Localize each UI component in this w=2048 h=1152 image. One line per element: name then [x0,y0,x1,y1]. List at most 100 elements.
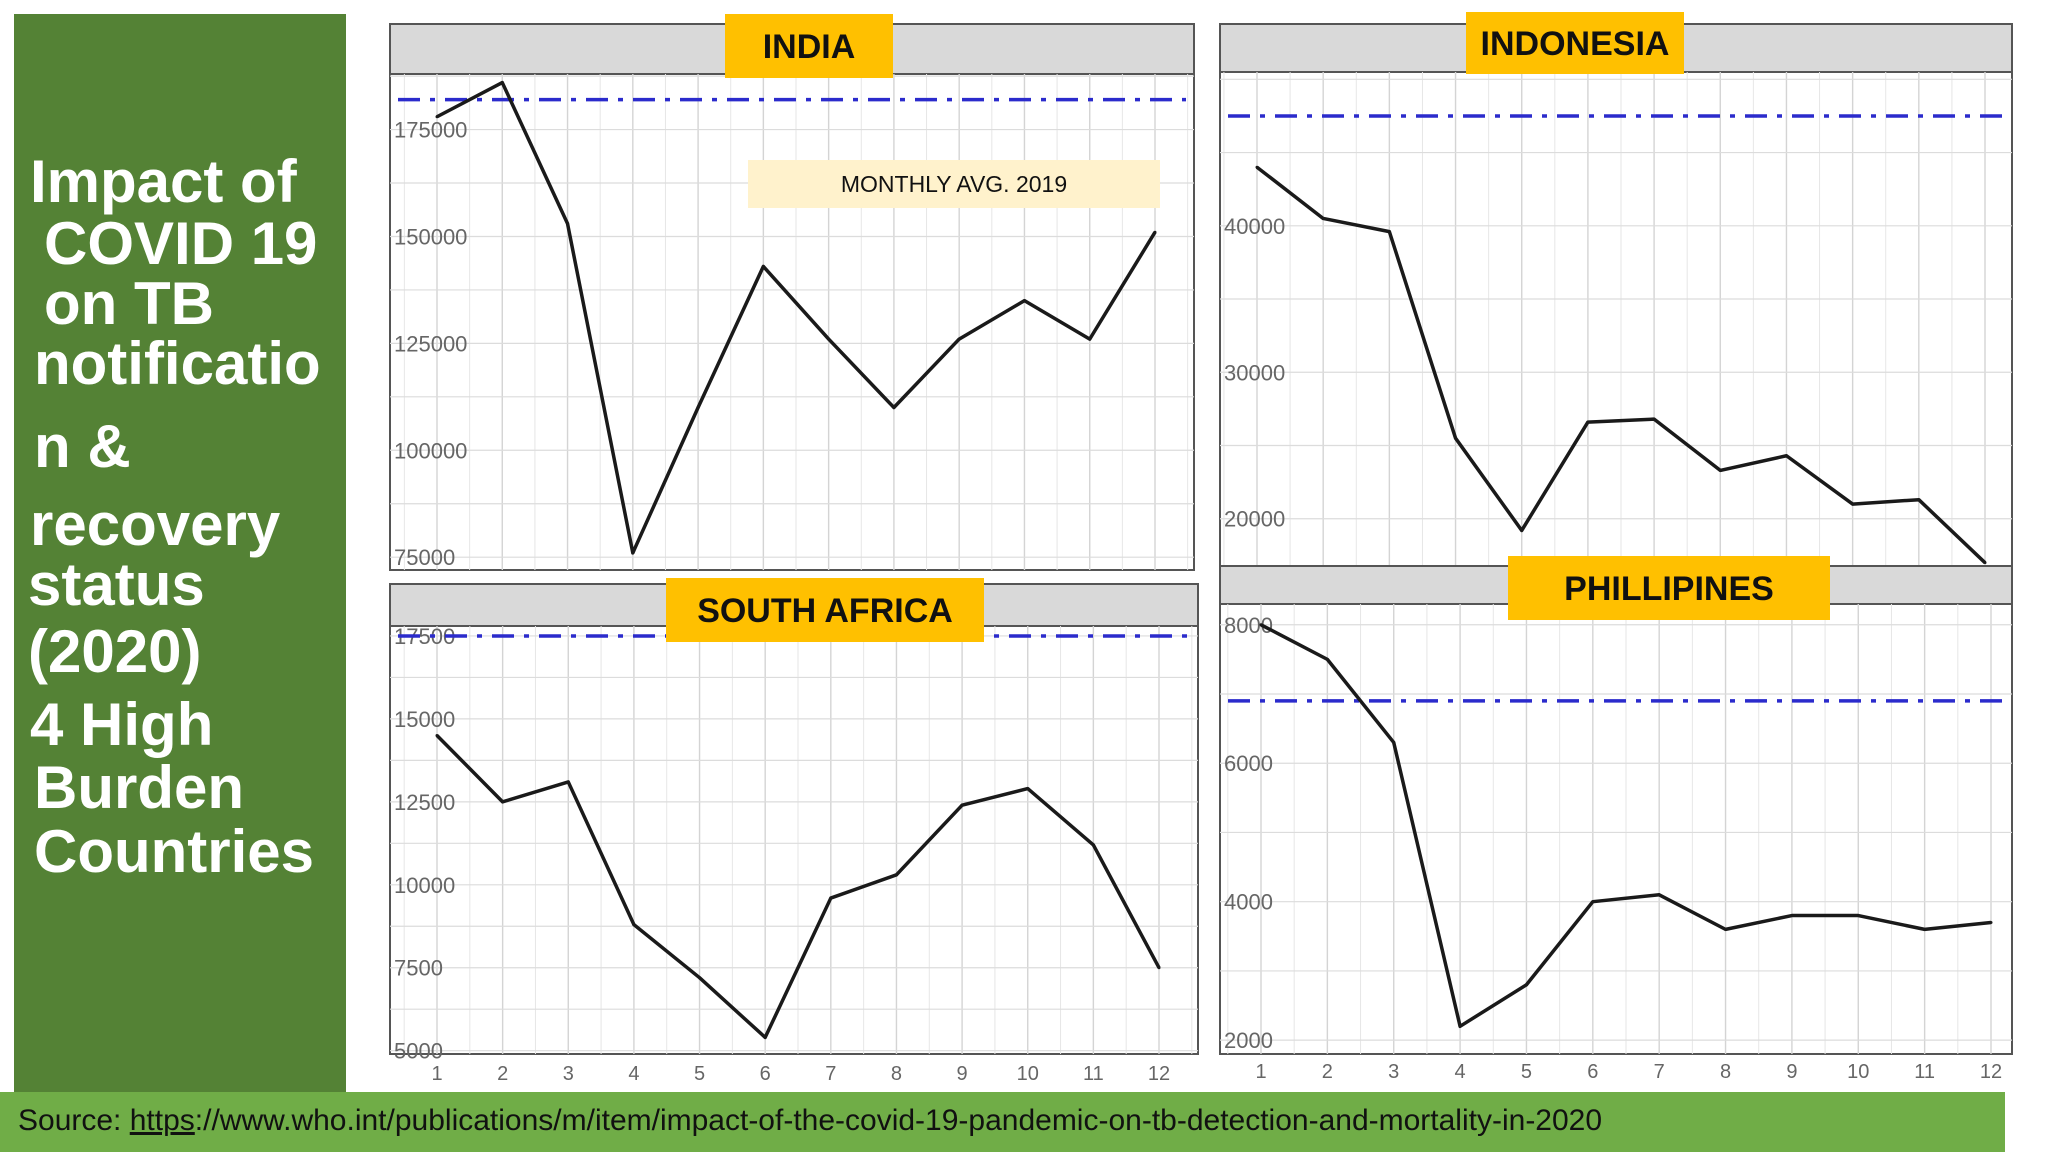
source-footer: Source: https://www.who.int/publications… [0,1092,2005,1152]
data-point [1851,502,1855,506]
y-tick-label: 100000 [394,438,467,463]
data-point [566,222,570,226]
data-point [501,800,505,804]
data-point [1983,561,1987,565]
x-tick-label: 2 [1322,1061,1333,1083]
series-line [1255,165,1987,564]
data-point [1255,165,1259,169]
sidebar-title-line: Impact of [30,148,297,215]
x-tick-label: 3 [563,1063,574,1085]
data-point [1321,216,1325,220]
country-label: INDIA [763,28,856,66]
sidebar-title-line: notificatio [34,330,321,397]
data-point [1989,920,1993,924]
country-label: PHILLIPINES [1564,570,1774,608]
country-label-box [1466,12,1684,74]
chart-india-group: 75000 100000 125000 150000 175000 MONTHLY AVG… [389,14,1195,571]
x-tick-label: 7 [825,1063,836,1085]
data-point [894,873,898,877]
data-point [1392,740,1396,744]
y-tick-label: 2000 [1224,1028,1273,1053]
y-tick-label: 125000 [394,331,467,356]
y-tick-label: 12500 [394,790,455,815]
y-tick-label: 20000 [1224,507,1285,532]
sidebar-title-line: 4 High [30,691,214,758]
x-tick-label: 10 [1847,1061,1869,1083]
x-tick-label: 9 [957,1063,968,1085]
data-point [1856,914,1860,918]
data-point [1325,657,1329,661]
x-tick-label: 8 [1720,1061,1731,1083]
source-link[interactable]: https://www.who.int/publications/m/item/… [130,1104,1602,1137]
data-point [1454,436,1458,440]
country-label: SOUTH AFRICA [697,592,953,630]
x-tick-label: 11 [1914,1061,1935,1083]
data-point [960,803,964,807]
data-point [1458,1024,1462,1028]
data-point [829,896,833,900]
sidebar-title-line: on TB [44,270,214,337]
data-point [1091,843,1095,847]
sidebar-title-line: Burden [34,754,244,821]
data-point [1026,787,1030,791]
plot-area [1219,603,2013,1055]
series-line [436,80,1157,555]
data-point [827,337,831,341]
y-tick-label: 7500 [394,956,443,981]
x-tick-label: 10 [1017,1063,1039,1085]
data-point [631,551,635,555]
x-tick-label: 5 [694,1063,705,1085]
y-tick-label: 10000 [394,873,455,898]
data-point [763,1035,767,1039]
x-tick-label: 6 [760,1063,771,1085]
data-point [1520,528,1524,532]
sidebar-title-line: recovery [30,491,281,558]
sidebar-title-line: COVID 19 [44,210,318,277]
annotation-box [748,160,1160,208]
annotation-label: MONTHLY AVG. 2019 [841,171,1067,197]
series-line [435,734,1161,1040]
data-point [892,406,896,410]
plot-area [389,625,1199,1055]
source-link-path: ://www.who.int/publications/m/item/impac… [194,1104,1603,1137]
x-tick-label: 8 [891,1063,902,1085]
x-tick-label: 5 [1521,1061,1532,1083]
x-tick-label: 4 [1455,1061,1466,1083]
source-text: Source: https://www.who.int/publications… [18,1104,1602,1138]
sidebar-title-line: status [28,551,205,618]
data-point [696,406,700,410]
country-label-box [725,14,893,78]
sidebar-title-line: n & [34,413,131,480]
data-point [1657,893,1661,897]
data-point [957,337,961,341]
data-point [698,976,702,980]
data-point [1917,498,1921,502]
x-tick-label: 4 [628,1063,639,1085]
y-tick-label: 40000 [1224,214,1285,239]
source-link-scheme: https [129,1104,195,1137]
x-tick-label: 9 [1786,1061,1797,1083]
y-tick-label: 15000 [394,707,455,732]
y-tick-label: 4000 [1224,890,1273,915]
data-point [1022,299,1026,303]
y-tick-label: 175000 [394,118,467,143]
x-tick-label: 3 [1388,1061,1399,1083]
x-tick-label: 7 [1654,1061,1665,1083]
data-point [435,733,439,737]
data-point [500,81,504,85]
data-point [1724,927,1728,931]
x-tick-label: 12 [1980,1061,2002,1083]
x-tick-label: 1 [431,1063,442,1085]
data-point [1387,230,1391,234]
data-point [1591,900,1595,904]
data-point [1153,230,1157,234]
data-point [1718,468,1722,472]
data-point [1586,420,1590,424]
title-sidebar: Impact of COVID 19 on TB notificatio n & re… [14,14,346,1096]
data-point [632,923,636,927]
